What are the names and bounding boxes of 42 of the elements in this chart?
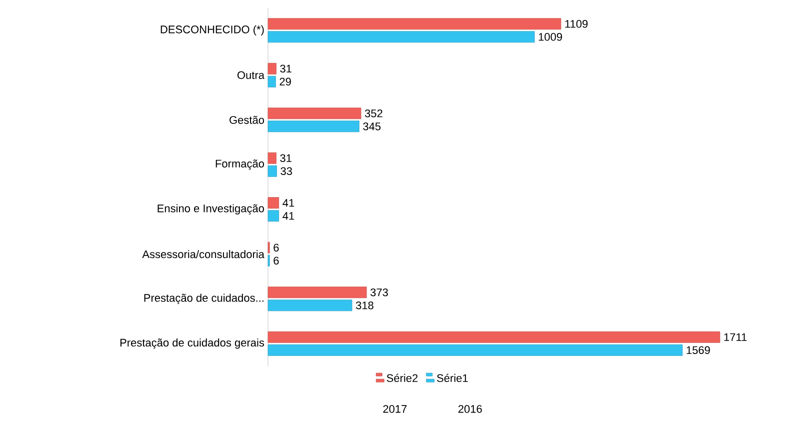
data-label: 6	[274, 244, 279, 252]
data-label: 41	[282, 212, 294, 220]
data-label: 318	[356, 301, 374, 310]
bar	[268, 108, 362, 120]
bar	[268, 62, 276, 74]
data-label: 1009	[538, 32, 562, 41]
data-label: 33	[280, 167, 292, 176]
data-label: 41	[282, 199, 294, 207]
data-label: 1711	[724, 333, 747, 341]
bar	[268, 300, 352, 312]
bar	[268, 18, 562, 30]
data-label: 352	[364, 109, 382, 118]
text: 2017	[383, 405, 407, 413]
data-label: 31	[280, 64, 292, 73]
bar	[268, 344, 683, 356]
bar	[268, 120, 360, 132]
legend-label: Série1	[437, 374, 468, 382]
bar	[268, 165, 277, 177]
bar	[268, 152, 276, 164]
bar	[268, 31, 535, 43]
bar	[268, 197, 280, 209]
data-label: 1569	[686, 346, 710, 354]
data-label: 1109	[565, 20, 588, 28]
y-tick-label: Assessoria/consultadoria	[142, 250, 264, 258]
data-label: 29	[280, 78, 291, 86]
y-tick-label: Prestação de cuidados gerais	[120, 338, 264, 349]
y-tick-label: Formação	[216, 160, 264, 170]
bar	[268, 286, 367, 298]
y-tick-label: Outra	[237, 71, 264, 80]
data-label: 6	[274, 256, 279, 265]
bar	[268, 76, 276, 88]
text: 2016	[458, 405, 482, 413]
data-label: 373	[370, 288, 388, 296]
data-label: 31	[280, 154, 292, 162]
bar	[268, 210, 280, 222]
legend-label: Série2	[386, 374, 418, 382]
data-label: 345	[363, 122, 381, 130]
y-tick-label: Ensino e Investigação	[158, 204, 264, 215]
y-tick-label: Gestão	[230, 116, 264, 124]
y-tick-label: DESCONHECIDO (*)	[160, 25, 264, 36]
bar	[268, 331, 720, 343]
y-tick-label: Prestação de cuidados...	[144, 294, 264, 304]
